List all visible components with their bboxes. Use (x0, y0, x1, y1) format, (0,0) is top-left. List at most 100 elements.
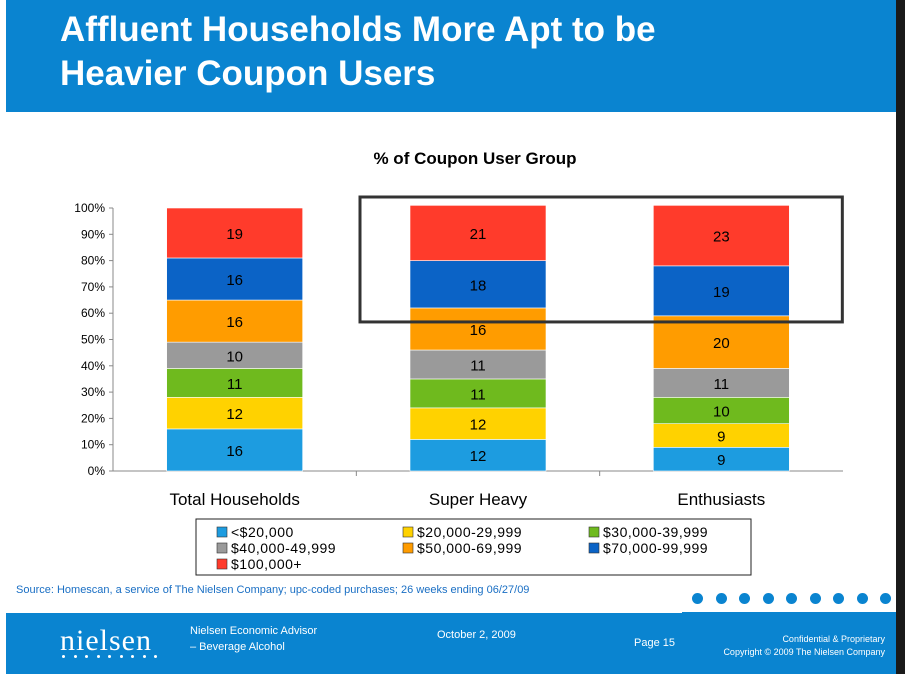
bar-segment (653, 315, 790, 369)
chart-data-labels: 16 12 11 10 16 16 19 12 12 11 11 16 18 21 9 9 10 11 20 19 23 (226, 226, 729, 469)
bar-segment (166, 368, 303, 398)
legend-label: $50,000-69,999 (417, 540, 522, 556)
legend-label: $70,000-99,999 (603, 540, 708, 556)
y-tick-label: 0% (88, 464, 106, 478)
chart-legend: <$20,000 $20,000-29,999 $30,000-39,999 $40,… (195, 518, 752, 576)
logo-dot (142, 655, 146, 658)
legend-label: <$20,000 (231, 524, 294, 540)
bar-segment (409, 307, 547, 351)
footer-dot (856, 593, 868, 604)
y-tick-label: 70% (81, 280, 105, 294)
window-edge (896, 0, 905, 674)
bar-value-label: 11 (714, 376, 730, 393)
footer-dot (715, 593, 727, 604)
chart-bars (166, 205, 790, 472)
slide-title: Affluent Households More Apt to be Heavi… (60, 8, 860, 96)
logo-dot (119, 655, 123, 658)
legend-swatch (402, 542, 414, 554)
footer-dot (762, 593, 774, 604)
legend-label: $20,000-29,999 (417, 524, 522, 540)
logo-dot (96, 655, 100, 658)
bar-value-label: 16 (226, 443, 243, 460)
bar-segment (409, 407, 547, 440)
bar-value-label: 18 (470, 277, 487, 294)
title-banner: Affluent Households More Apt to be Heavi… (6, 0, 896, 112)
x-category-label: Super Heavy (429, 490, 528, 509)
y-tick-label: 60% (81, 306, 105, 320)
footer-dot (880, 593, 891, 604)
bar-segment (653, 205, 790, 267)
bar-value-label: 21 (470, 226, 487, 243)
report-name-line-2: – Beverage Alcohol (190, 641, 285, 653)
highlight-box (358, 195, 844, 324)
logo-dot (108, 655, 111, 658)
y-tick-label: 40% (81, 359, 105, 373)
highlight-rect (358, 195, 844, 324)
footer-dot (833, 593, 844, 604)
bar-value-label: 9 (717, 452, 725, 469)
legend-label: $30,000-39,999 (603, 524, 708, 540)
bar-value-label: 9 (717, 428, 725, 445)
bar-value-label: 10 (713, 404, 730, 421)
footer-dot (786, 593, 797, 604)
bar-value-label: 11 (470, 386, 486, 403)
bar-segment (166, 428, 303, 472)
bar-value-label: 23 (713, 229, 730, 246)
bar-segment (653, 397, 790, 424)
y-tick-label: 20% (81, 411, 105, 425)
footer-dot (809, 593, 821, 604)
bar-value-label: 16 (226, 314, 243, 331)
legend-swatch (216, 526, 228, 538)
logo-dot (62, 655, 65, 658)
footer-band (6, 612, 896, 674)
bar-value-label: 12 (470, 448, 487, 465)
logo-dots (62, 655, 162, 661)
y-tick-label: 90% (81, 227, 105, 241)
y-tick-label: 100% (74, 201, 105, 215)
nielsen-logo: nielsen (60, 624, 152, 657)
slide-title-line-1: Affluent Households More Apt to be (60, 10, 656, 49)
y-tick-label: 50% (81, 333, 105, 347)
x-category-label: Total Households (169, 490, 299, 509)
legend-swatch (216, 542, 228, 554)
footer-dot (692, 593, 703, 604)
bar-segment (166, 207, 303, 259)
legend-swatch (588, 526, 600, 538)
bar-segment (409, 439, 547, 472)
bar-segment (653, 368, 790, 398)
chart-title: % of Coupon User Group (373, 149, 576, 168)
legend-box (195, 518, 752, 576)
logo-dot (85, 655, 88, 658)
footer-rule (6, 612, 682, 613)
legend-swatch (216, 558, 228, 570)
bar-segment (653, 265, 790, 317)
bar-value-label: 19 (713, 284, 730, 301)
legend-label: $100,000+ (231, 556, 302, 572)
y-tick-label: 80% (81, 254, 105, 268)
copyright-note: Copyright © 2009 The Nielsen Company (723, 647, 885, 657)
legend-label: $40,000-49,999 (231, 540, 336, 556)
bar-value-label: 11 (227, 376, 243, 393)
bar-value-label: 19 (226, 226, 243, 243)
bar-segment (166, 257, 303, 301)
report-date: October 2, 2009 (437, 629, 516, 641)
bar-segment (409, 205, 547, 261)
bar-value-label: 10 (226, 348, 243, 365)
confidential-note: Confidential & Proprietary (782, 634, 885, 644)
footer-dot-row (684, 593, 894, 613)
footer-dot (739, 593, 750, 604)
logo-dot (131, 655, 134, 658)
bar-segment (166, 397, 303, 430)
source-note: Source: Homescan, a service of The Niels… (16, 584, 530, 596)
logo-dot (154, 655, 157, 658)
page-number: Page 15 (634, 637, 675, 649)
legend-swatch (588, 542, 600, 554)
y-tick-label: 30% (81, 385, 105, 399)
bar-segment (166, 299, 303, 343)
report-name-line-1: Nielsen Economic Advisor (190, 625, 318, 637)
slide-title-line-2: Heavier Coupon Users (60, 54, 436, 93)
bar-value-label: 12 (470, 417, 487, 434)
logo-dot (73, 655, 77, 658)
legend-swatch (402, 526, 414, 538)
